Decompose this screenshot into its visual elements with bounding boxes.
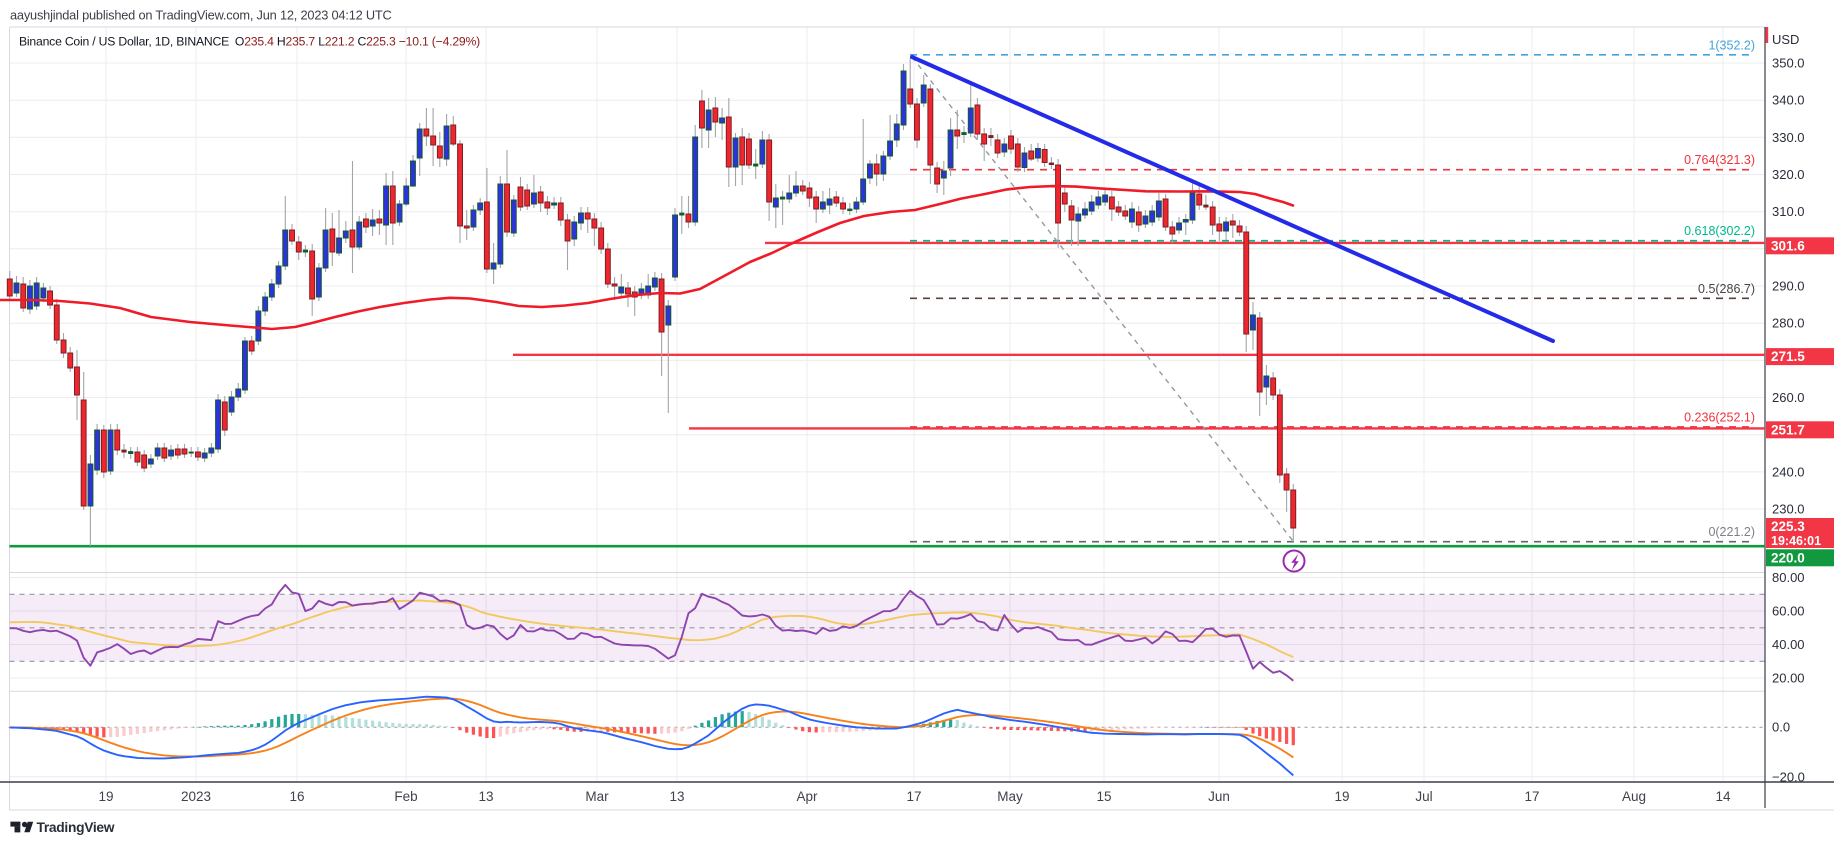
svg-text:0.618(302.2): 0.618(302.2) (1684, 224, 1755, 238)
svg-text:17: 17 (1524, 789, 1539, 804)
svg-text:TradingView: TradingView (37, 820, 115, 835)
svg-text:230.0: 230.0 (1772, 502, 1805, 517)
svg-text:320.0: 320.0 (1772, 167, 1805, 182)
svg-text:0.5(286.7): 0.5(286.7) (1698, 282, 1755, 296)
svg-text:−20.0: −20.0 (1772, 769, 1805, 784)
svg-text:Feb: Feb (394, 789, 417, 804)
svg-text:2023: 2023 (181, 789, 211, 804)
svg-text:0.0: 0.0 (1772, 720, 1790, 735)
svg-text:Jun: Jun (1208, 789, 1230, 804)
svg-text:Mar: Mar (585, 789, 609, 804)
svg-text:80.00: 80.00 (1772, 570, 1805, 585)
svg-text:20.00: 20.00 (1772, 671, 1805, 686)
svg-text:14: 14 (1715, 789, 1731, 804)
svg-text:280.0: 280.0 (1772, 316, 1805, 331)
svg-text:13: 13 (478, 789, 493, 804)
svg-text:13: 13 (669, 789, 684, 804)
svg-text:16: 16 (289, 789, 304, 804)
svg-text:0.236(252.1): 0.236(252.1) (1684, 410, 1755, 424)
svg-text:USD: USD (1772, 32, 1799, 47)
svg-text:40.00: 40.00 (1772, 637, 1805, 652)
svg-text:60.00: 60.00 (1772, 604, 1805, 619)
svg-text:aayushjindal published on Trad: aayushjindal published on TradingView.co… (10, 8, 392, 23)
svg-text:0.764(321.3): 0.764(321.3) (1684, 153, 1755, 167)
svg-text:251.7: 251.7 (1771, 422, 1805, 437)
svg-text:1(352.2): 1(352.2) (1708, 38, 1755, 52)
svg-text:225.3: 225.3 (1771, 519, 1805, 534)
svg-text:19:46:01: 19:46:01 (1771, 534, 1821, 548)
svg-text:240.0: 240.0 (1772, 464, 1805, 479)
svg-text:330.0: 330.0 (1772, 130, 1805, 145)
svg-text:Jul: Jul (1415, 789, 1432, 804)
svg-text:Aug: Aug (1622, 789, 1646, 804)
svg-text:220.0: 220.0 (1771, 550, 1805, 565)
svg-text:340.0: 340.0 (1772, 93, 1805, 108)
svg-text:Apr: Apr (796, 789, 818, 804)
svg-text:290.0: 290.0 (1772, 279, 1805, 294)
svg-text:15: 15 (1096, 789, 1111, 804)
svg-text:310.0: 310.0 (1772, 204, 1805, 219)
svg-text:19: 19 (98, 789, 113, 804)
svg-text:0(221.2): 0(221.2) (1708, 525, 1755, 539)
svg-text:301.6: 301.6 (1771, 238, 1805, 253)
svg-text:19: 19 (1334, 789, 1349, 804)
svg-text:260.0: 260.0 (1772, 390, 1805, 405)
svg-text:350.0: 350.0 (1772, 56, 1805, 71)
svg-text:271.5: 271.5 (1771, 349, 1805, 364)
svg-text:Binance Coin / US Dollar, 1D,: Binance Coin / US Dollar, 1D, BINANCE O2… (19, 35, 480, 49)
svg-text:17: 17 (906, 789, 921, 804)
svg-text:May: May (997, 789, 1023, 804)
